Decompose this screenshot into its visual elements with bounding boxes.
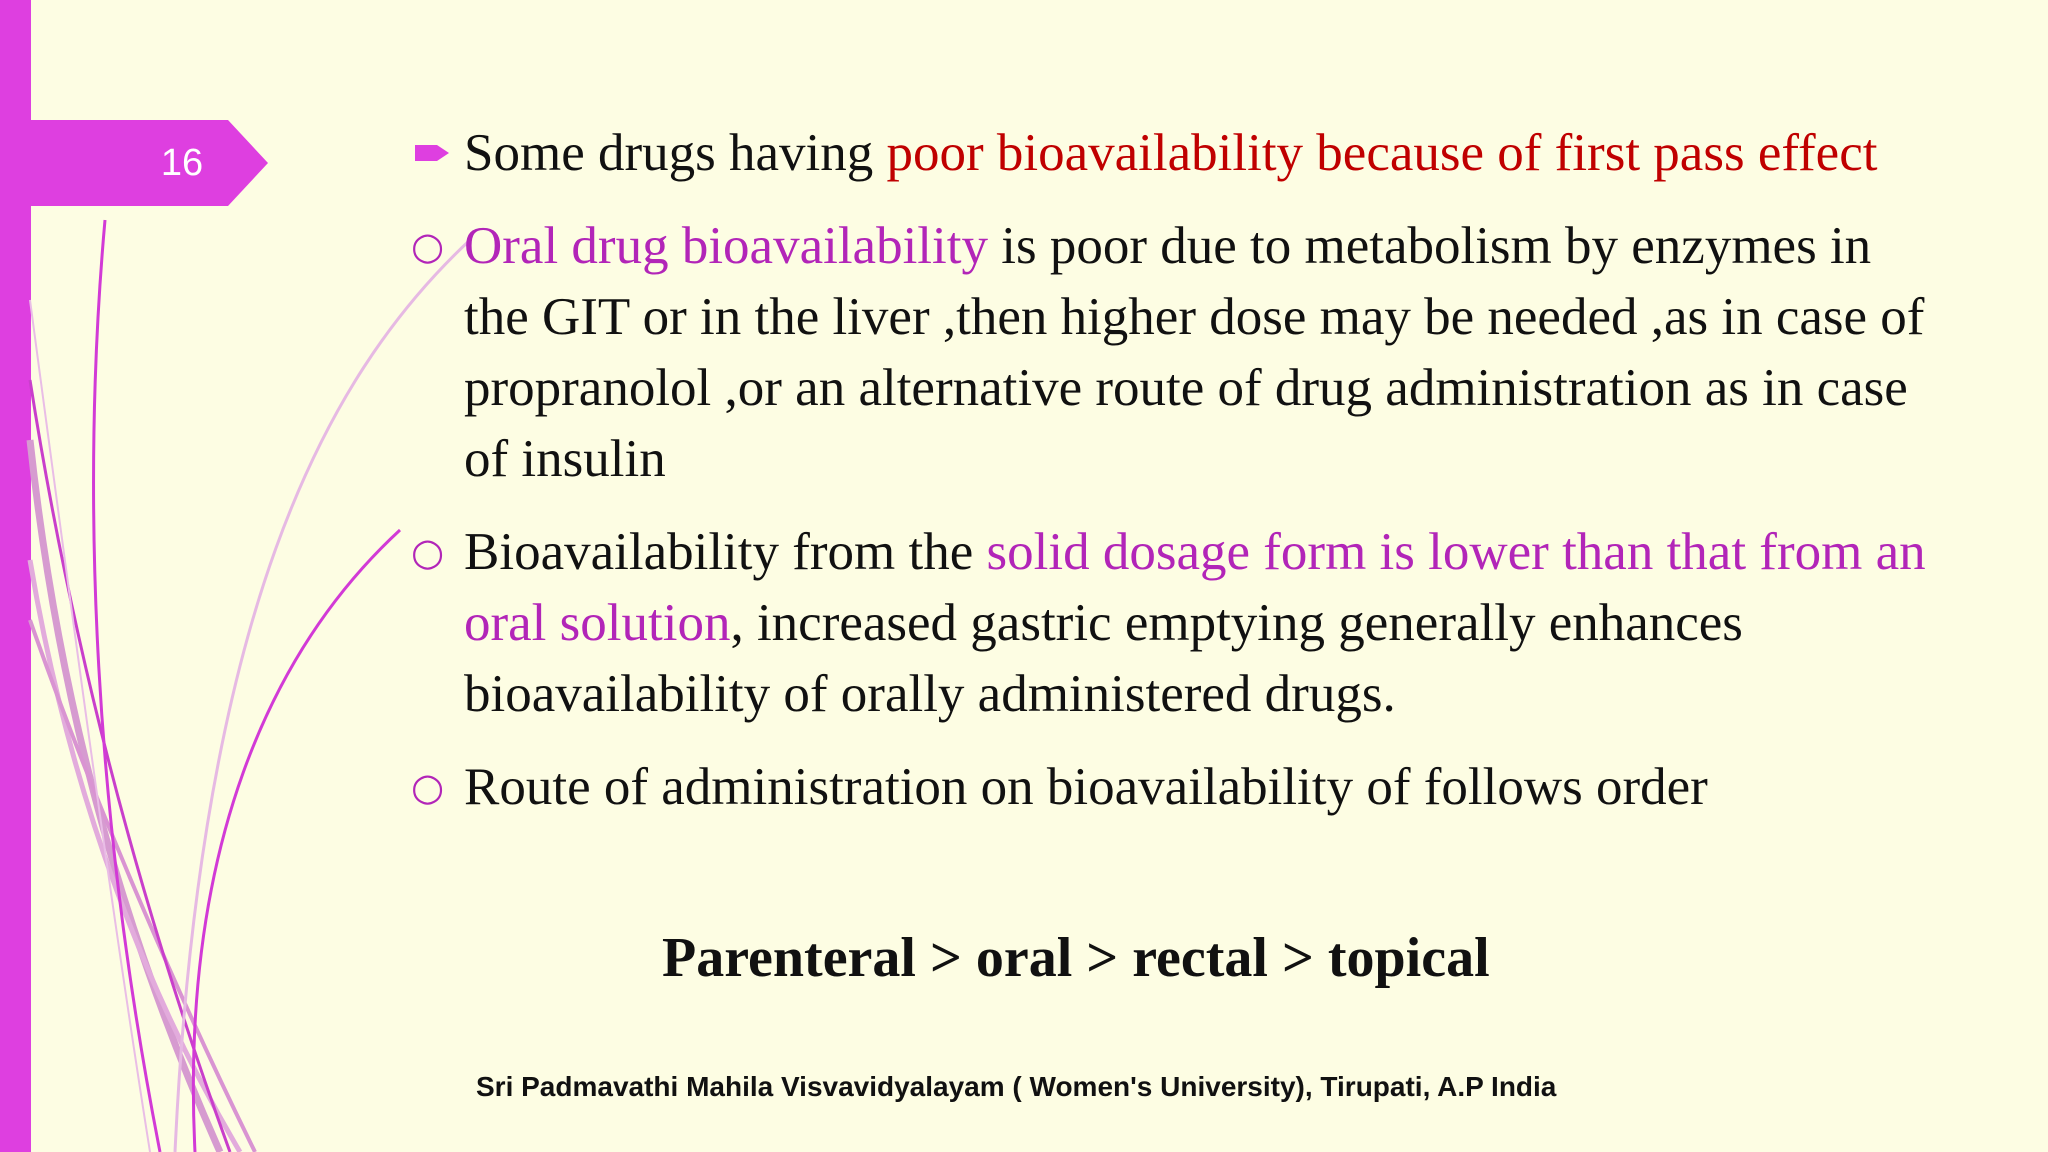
footer-institution: Sri Padmavathi Mahila Visvavidyalayam ( … — [476, 1071, 1557, 1102]
circle-bullet-icon: ○ — [411, 765, 445, 809]
bullet-item: ○ Oral drug bioavailability is poor due … — [400, 211, 1940, 495]
bullet-text-plain: , increased gastric emptying generally e… — [464, 594, 1743, 723]
bullet-item: ○ Bioavailability from the solid dosage … — [400, 517, 1940, 730]
bullet-text-highlight: solid dosage form is lower than that fro… — [464, 523, 1926, 652]
slide-body: Some drugs having poor bioavailability b… — [400, 118, 1940, 823]
route-order-line: Parenteral > oral > rectal > topical — [662, 927, 1490, 989]
circle-bullet-icon: ○ — [411, 224, 445, 268]
bullet-text-plain: Route of administration on bioavailabili… — [464, 758, 1708, 816]
arrow-bullet-icon — [415, 145, 449, 161]
page-number-tab — [0, 120, 268, 206]
bullet-text-highlight: Oral drug bioavailability — [464, 217, 988, 275]
bullet-item: Some drugs having poor bioavailability b… — [400, 118, 1940, 189]
bullet-text-plain: is poor due to metabolism by enzymes in … — [464, 217, 1925, 488]
bullet-text-plain: Some drugs having — [464, 124, 887, 182]
bullet-text-highlight: poor bioavailability because of first pa… — [886, 124, 1878, 182]
bullet-item: ○ Route of administration on bioavailabi… — [400, 752, 1940, 823]
slide-number: 16 — [160, 142, 204, 184]
bullet-text-plain: Bioavailability from the — [464, 523, 987, 581]
circle-bullet-icon: ○ — [411, 530, 445, 574]
